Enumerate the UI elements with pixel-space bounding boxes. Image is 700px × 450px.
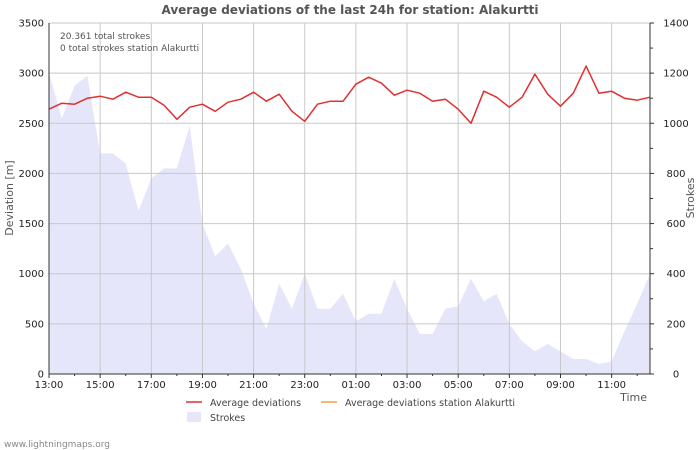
axes: 0 0 500 200 1000 400 1500 600 2000 800 2500 1000 300… (19, 19, 689, 392)
deviation-line-layer (48, 65, 651, 125)
right-tick-label: 1000 (663, 119, 688, 130)
strokes-area (49, 73, 650, 374)
x-tick-label: 07:00 (495, 380, 524, 391)
right-tick-label: 200 (666, 319, 685, 330)
right-tick-label: 800 (666, 169, 685, 180)
x-tick-label: 21:00 (239, 380, 268, 391)
average-deviations-line (48, 65, 651, 125)
station-strokes-info: 0 total strokes station Alakurtti (60, 44, 199, 54)
x-tick-label: 15:00 (86, 380, 115, 391)
right-tick-label: 0 (673, 370, 679, 381)
left-tick-label: 3000 (19, 69, 44, 80)
x-tick-label: 09:00 (546, 380, 575, 391)
right-tick-label: 600 (666, 219, 685, 230)
right-tick-label: 1400 (663, 19, 688, 30)
left-tick-label: 1500 (19, 219, 44, 230)
legend-strokes-label: Strokes (210, 413, 245, 424)
left-tick-label: 2000 (19, 169, 44, 180)
legend-strokes-swatch (187, 412, 201, 422)
legend-station-deviations-label: Average deviations station Alakurtti (345, 398, 515, 409)
left-tick-label: 1000 (19, 269, 44, 280)
x-tick-label: 05:00 (444, 380, 473, 391)
x-tick-label: 17:00 (137, 380, 166, 391)
x-tick-label: 11:00 (597, 380, 626, 391)
right-axis-label: Strokes (684, 177, 697, 218)
legend: Average deviations Average deviations st… (186, 398, 515, 424)
right-tick-label: 1200 (663, 69, 688, 80)
credit-text: www.lightningmaps.org (4, 440, 110, 450)
left-tick-label: 0 (38, 370, 44, 381)
left-tick-label: 500 (25, 319, 44, 330)
gridlines (49, 22, 650, 374)
x-tick-label: 03:00 (393, 380, 422, 391)
x-tick-label: 13:00 (35, 380, 64, 391)
right-tick-label: 400 (666, 269, 685, 280)
x-tick-label: 23:00 (290, 380, 319, 391)
legend-average-deviations-label: Average deviations (210, 398, 301, 409)
x-axis-label: Time (619, 391, 647, 404)
left-tick-label: 3500 (19, 19, 44, 30)
chart-title: Average deviations of the last 24h for s… (161, 3, 538, 17)
left-axis-label: Deviation [m] (3, 160, 16, 235)
strokes-area-layer (49, 73, 650, 374)
left-tick-label: 2500 (19, 119, 44, 130)
total-strokes-info: 20.361 total strokes (60, 32, 150, 42)
x-tick-label: 01:00 (341, 380, 370, 391)
x-tick-label: 19:00 (188, 380, 217, 391)
